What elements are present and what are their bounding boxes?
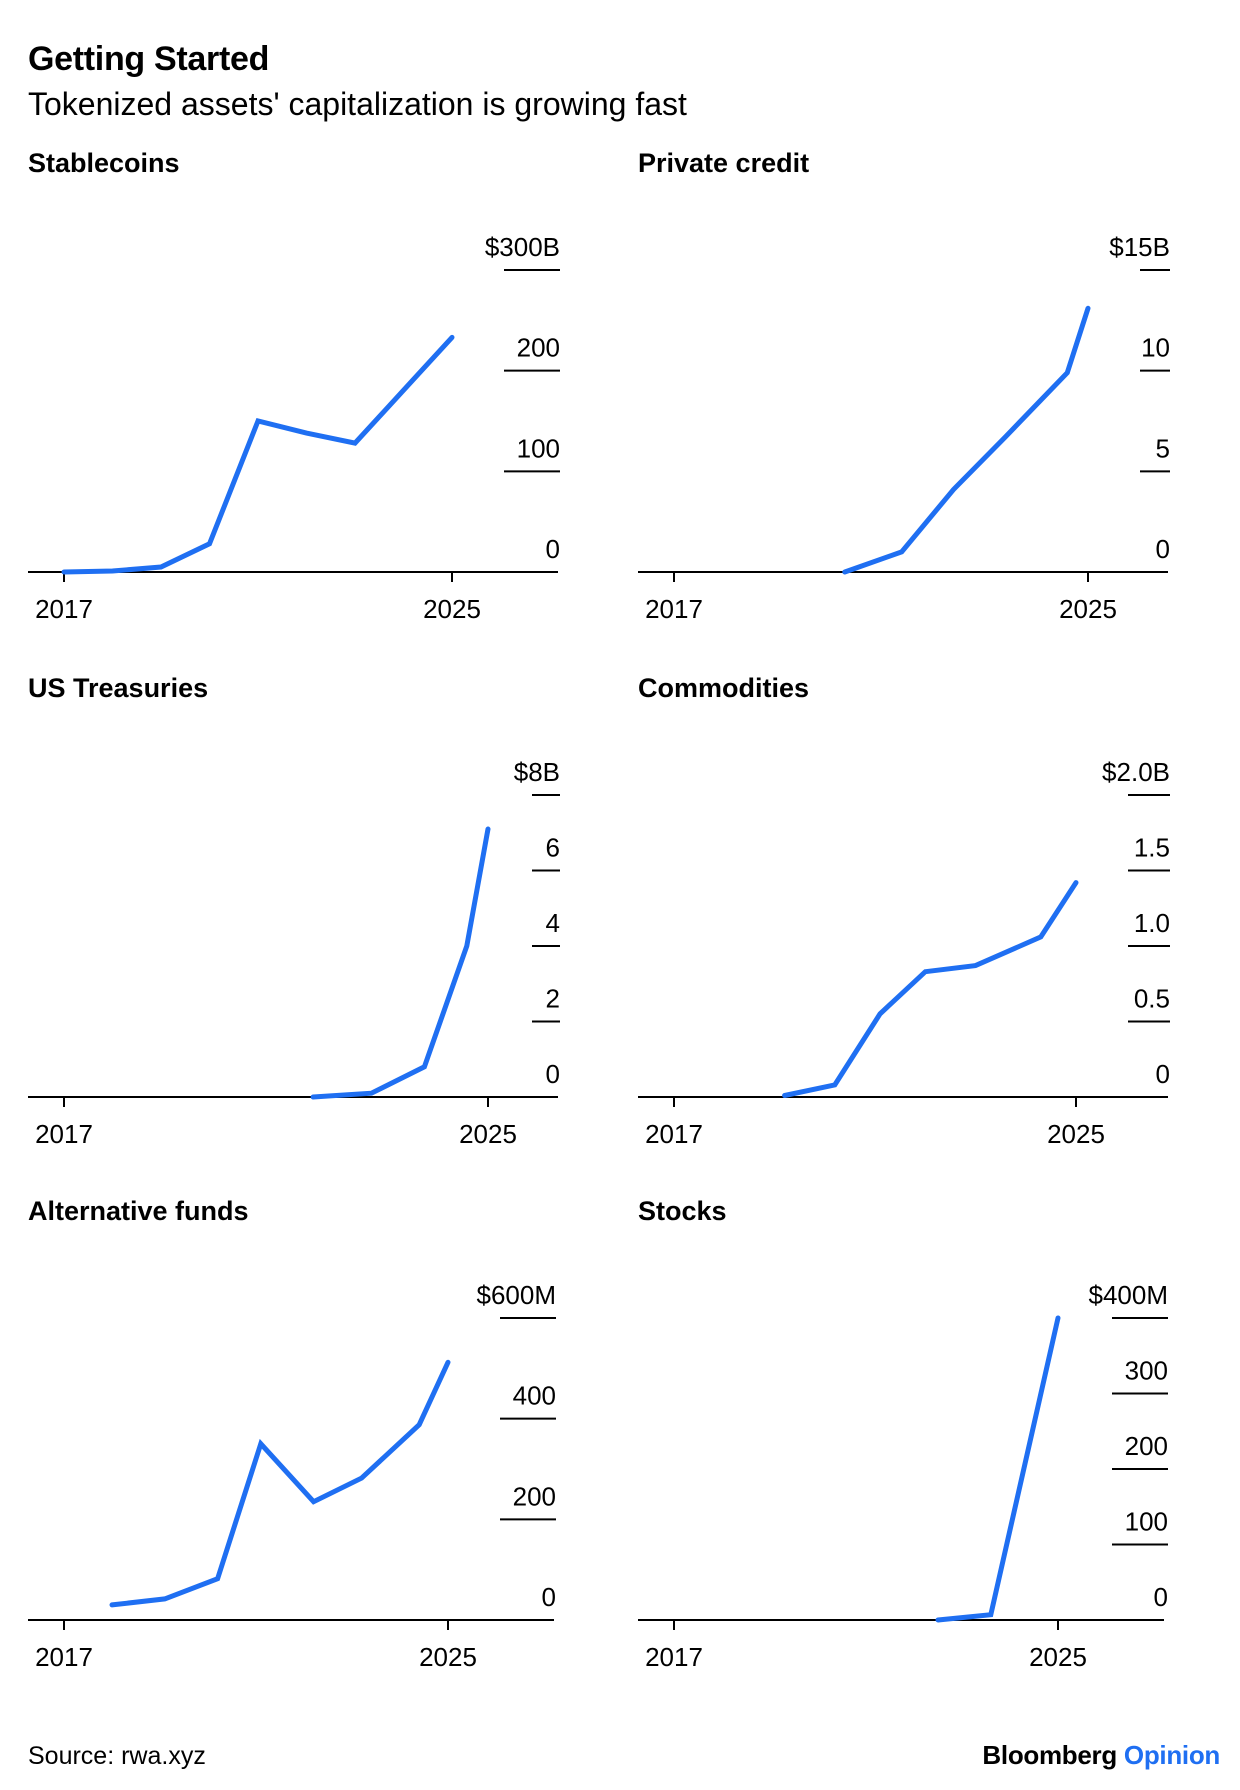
source-note: Source: rwa.xyz: [28, 1742, 206, 1770]
chart-title: Commodities: [638, 673, 810, 703]
series-line: [935, 1315, 1061, 1623]
y-tick-label: 10: [1141, 333, 1170, 363]
y-tick-label: 6: [546, 833, 560, 863]
chart-title: Stocks: [638, 1196, 727, 1226]
y-tick-label: 0: [1156, 1059, 1170, 1089]
chart-panel-stablecoins: Stablecoins 0 100 200 $300B 2017 2025: [28, 148, 588, 628]
chart-svg: 0 100 200 $300B 2017 2025: [28, 232, 560, 624]
y-tick-label: 4: [546, 908, 560, 938]
y-tick-label: $2.0B: [1102, 757, 1170, 787]
x-tick-label: 2025: [419, 1642, 477, 1672]
y-tick-label: 400: [513, 1381, 556, 1411]
chart-svg: 0 100 200 300 $400M 2017 2025: [638, 1280, 1169, 1672]
chart-svg: 0 0.5 1.0 1.5 $2.0B 2017 2025: [638, 757, 1170, 1149]
chart-title: Private credit: [638, 148, 810, 178]
y-tick-label: $300B: [485, 232, 560, 262]
logo-brand: Bloomberg: [982, 1740, 1117, 1770]
x-tick-label: 2017: [645, 594, 703, 624]
chart-panel-stocks: Stocks 0 100 200 300 $400M 2017 2025: [638, 1196, 1198, 1676]
series-line: [109, 1359, 451, 1608]
chart-title: US Treasuries: [28, 673, 209, 703]
x-tick-label: 2025: [1059, 594, 1117, 624]
y-tick-label: 0: [546, 534, 560, 564]
page-title: Getting Started: [28, 40, 270, 78]
y-tick-label: 1.0: [1134, 908, 1170, 938]
logo-section: Opinion: [1123, 1740, 1220, 1770]
y-tick-label: $600M: [477, 1280, 557, 1310]
x-tick-label: 2017: [645, 1119, 703, 1149]
y-tick-label: 0: [542, 1582, 556, 1612]
x-tick-label: 2017: [645, 1642, 703, 1672]
y-tick-label: 1.5: [1134, 833, 1170, 863]
y-tick-label: 200: [517, 333, 560, 363]
chart-panel-alternative-funds: Alternative funds 0 200 400 $600M 2017 2025: [28, 1196, 588, 1676]
y-tick-label: 200: [1125, 1431, 1168, 1461]
chart-title: Stablecoins: [28, 148, 180, 178]
y-tick-label: 100: [1125, 1507, 1168, 1537]
y-tick-label: 300: [1125, 1356, 1168, 1386]
chart-panel-commodities: Commodities 0 0.5 1.0 1.5 $2.0B 2017 2025: [638, 673, 1198, 1153]
y-tick-label: 100: [517, 433, 560, 463]
chart-svg: 0 5 10 $15B 2017 2025: [638, 232, 1170, 624]
x-tick-label: 2025: [423, 594, 481, 624]
y-tick-label: $8B: [514, 757, 560, 787]
y-tick-label: 2: [546, 984, 560, 1014]
y-tick-label: $400M: [1089, 1280, 1169, 1310]
chart-panel-us-treasuries: US Treasuries 0 2 4 6 $8B 2017 2025: [28, 673, 588, 1153]
x-tick-label: 2017: [35, 1642, 93, 1672]
x-tick-label: 2025: [459, 1119, 517, 1149]
series-line: [782, 880, 1079, 1098]
chart-svg: 0 2 4 6 $8B 2017 2025: [28, 757, 560, 1149]
x-tick-label: 2025: [1047, 1119, 1105, 1149]
page-subtitle: Tokenized assets' capitalization is grow…: [28, 86, 687, 122]
chart-panel-private-credit: Private credit 0 5 10 $15B 2017 2025: [638, 148, 1198, 628]
y-tick-label: 200: [513, 1481, 556, 1511]
x-tick-label: 2025: [1029, 1642, 1087, 1672]
series-line: [842, 305, 1091, 575]
bloomberg-opinion-logo: Bloomberg Opinion: [982, 1740, 1220, 1771]
y-tick-label: 5: [1156, 433, 1170, 463]
y-tick-label: 0: [1156, 534, 1170, 564]
chart-title: Alternative funds: [28, 1196, 249, 1226]
y-tick-label: 0: [1154, 1582, 1168, 1612]
y-tick-label: 0: [546, 1059, 560, 1089]
x-tick-label: 2017: [35, 594, 93, 624]
y-tick-label: $15B: [1109, 232, 1170, 262]
series-line: [310, 826, 491, 1100]
series-line: [61, 334, 455, 575]
y-tick-label: 0.5: [1134, 984, 1170, 1014]
chart-svg: 0 200 400 $600M 2017 2025: [28, 1280, 557, 1672]
x-tick-label: 2017: [35, 1119, 93, 1149]
